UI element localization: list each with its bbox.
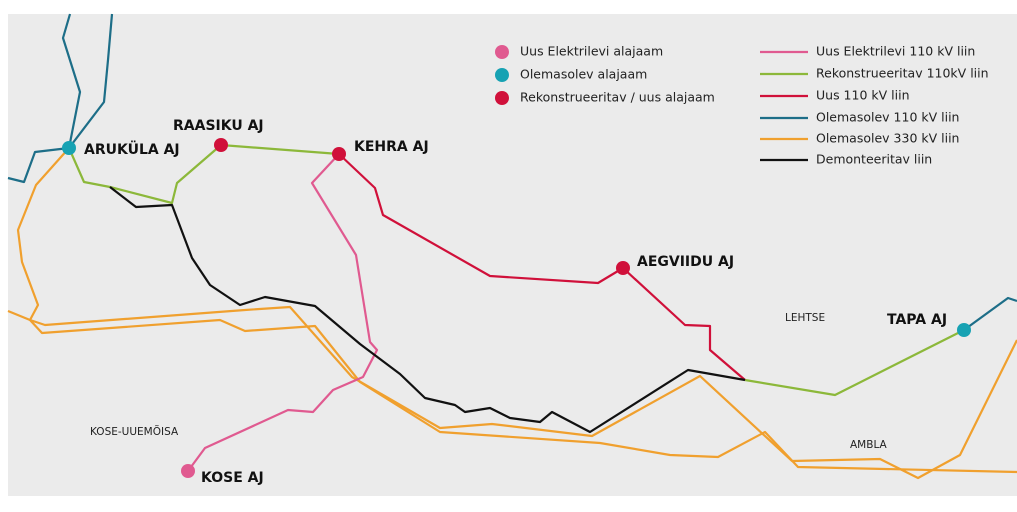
legend-symbol	[495, 68, 509, 82]
lines-110kv	[7, 13, 1017, 331]
legend-label: Rekonstrueeritav 110kV liin	[816, 66, 989, 81]
line	[7, 309, 1017, 474]
legend-label: Olemasolev 110 kV liin	[816, 110, 959, 125]
legend: Uus Elektrilevi alajaam Olemasolev alaja…	[495, 44, 989, 167]
place-label: LEHTSE	[785, 312, 825, 324]
legend-label: Rekonstrueeritav / uus alajaam	[520, 90, 715, 105]
station	[62, 141, 76, 155]
legend-symbol	[495, 45, 509, 59]
place-label: AMBLA	[850, 439, 888, 451]
line	[16, 147, 1017, 480]
legend-label: Olemasolev 330 kV liin	[816, 131, 959, 146]
station	[616, 261, 630, 275]
legend-label: Demonteeritav liin	[816, 152, 932, 167]
station-label: AEGVIIDU AJ	[637, 254, 734, 270]
map-background	[8, 14, 1017, 496]
lines-330kv	[7, 147, 1017, 480]
line	[68, 13, 114, 149]
legend-symbol	[495, 91, 509, 105]
legend-label: Uus Elektrilevi 110 kV liin	[816, 44, 975, 59]
station	[332, 147, 346, 161]
station	[214, 138, 228, 152]
station-label: ARUKÜLA AJ	[84, 140, 180, 158]
line-new-110kv	[338, 153, 746, 381]
station-label: TAPA AJ	[887, 312, 947, 328]
legend-label: Olemasolev alajaam	[520, 67, 647, 82]
station-label: RAASIKU AJ	[173, 118, 264, 134]
station	[181, 464, 195, 478]
station-label: KEHRA AJ	[354, 139, 429, 155]
legend-label: Uus 110 kV liin	[816, 88, 910, 103]
line	[744, 329, 965, 397]
place-label: KOSE-UUEMÕISA	[90, 425, 179, 438]
line-demolished	[109, 186, 746, 434]
line	[7, 146, 70, 184]
line-new-elektrilevi	[187, 153, 379, 472]
legend-label: Uus Elektrilevi alajaam	[520, 44, 663, 59]
line	[963, 296, 1017, 331]
line	[61, 13, 82, 149]
station	[957, 323, 971, 337]
station-label: KOSE AJ	[201, 470, 264, 486]
